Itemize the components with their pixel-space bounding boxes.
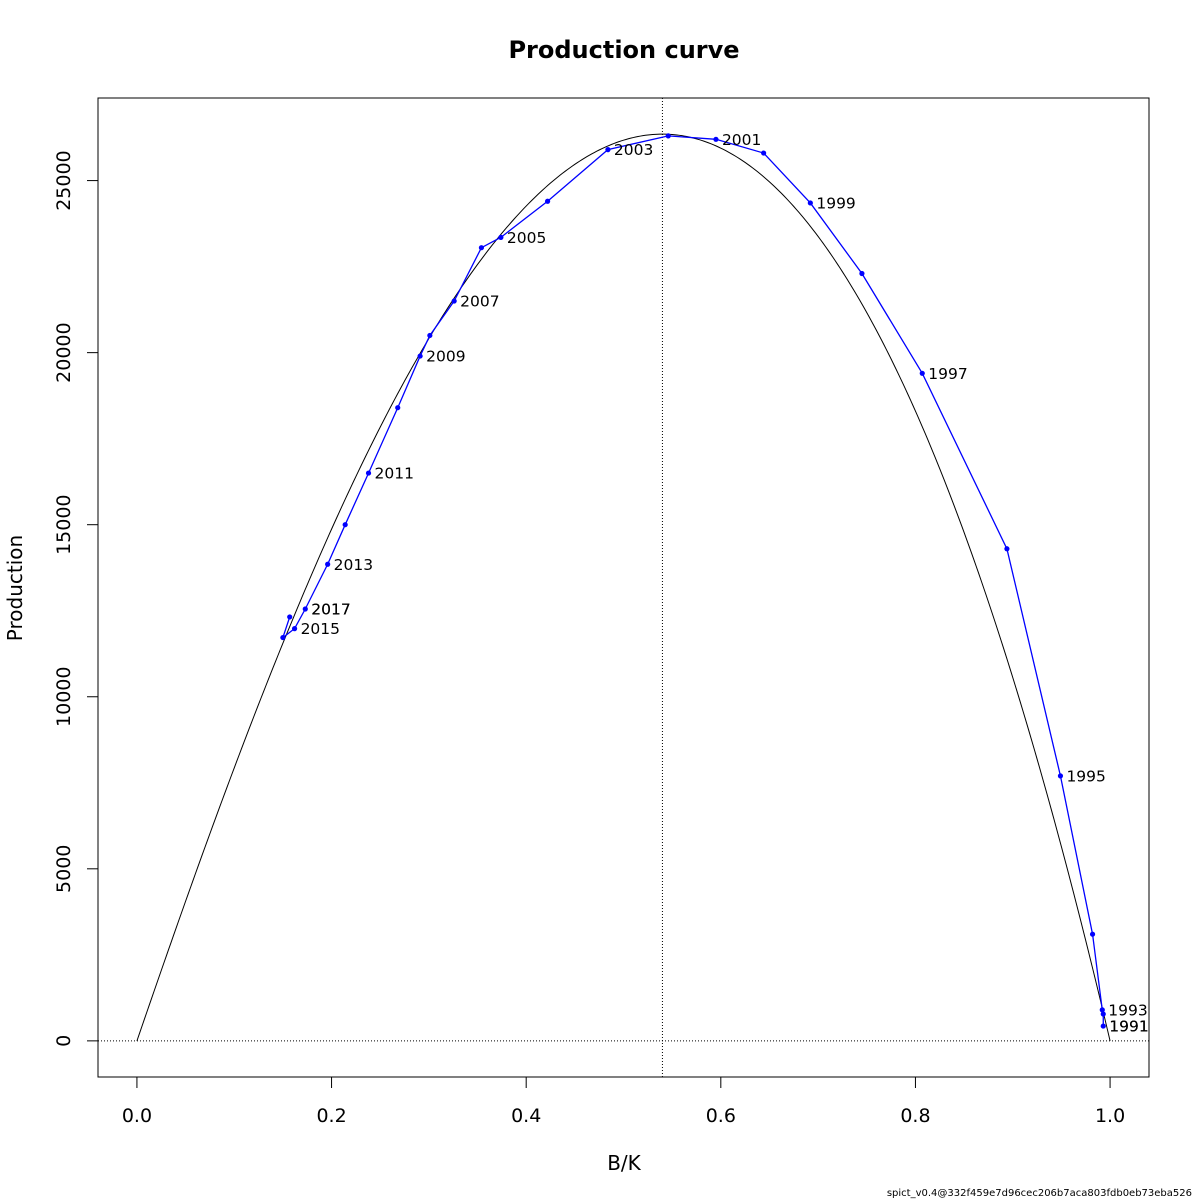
year-label: 2005 xyxy=(507,229,546,247)
year-label: 2017 xyxy=(311,601,350,619)
series-point-2011 xyxy=(365,470,372,476)
series-point-2006 xyxy=(478,245,485,251)
y-axis: 0 5000 10000 15000 20000 25000 xyxy=(53,150,99,1047)
theoretical-curve-line xyxy=(136,133,1111,1042)
x-tick-label: 0.0 xyxy=(122,1105,152,1127)
year-label: 1991 xyxy=(1109,1018,1148,1036)
year-label: 2015 xyxy=(301,620,340,638)
x-tick-label: 1.0 xyxy=(1095,1105,1125,1127)
year-label: 2003 xyxy=(614,141,653,159)
series-point-2016 xyxy=(280,634,286,641)
year-labels: 1991199119931995199719992001200320052007… xyxy=(301,131,1149,1036)
series-point-1994 xyxy=(1089,931,1096,937)
series-point-2000 xyxy=(761,150,767,156)
year-label: 2001 xyxy=(722,131,761,149)
series-point-2012 xyxy=(342,522,348,528)
series-point-1991 xyxy=(1100,1023,1106,1029)
year-label: 2007 xyxy=(460,293,499,311)
series-point-2017 xyxy=(287,614,293,620)
series-point-2009 xyxy=(417,353,423,359)
series-point-1997 xyxy=(919,370,925,376)
series-point-2002 xyxy=(665,133,671,139)
year-label: 2009 xyxy=(426,348,465,366)
series-point-2014 xyxy=(302,606,308,612)
series-point-2003 xyxy=(605,147,611,153)
series-point-2005 xyxy=(498,234,504,240)
series-point-2008 xyxy=(427,332,433,339)
series-point-1993 xyxy=(1099,1007,1105,1013)
series-point-2013 xyxy=(325,561,331,567)
year-label: 2017 xyxy=(311,601,350,619)
chart-title: Production curve xyxy=(508,36,739,64)
y-tick-label: 5000 xyxy=(53,845,75,893)
y-tick-label: 15000 xyxy=(53,494,75,554)
theoretical-production-curve xyxy=(136,133,1111,1042)
year-label: 1993 xyxy=(1108,1001,1147,1019)
series-point-2010 xyxy=(395,405,401,411)
year-label: 1995 xyxy=(1066,767,1105,785)
series-point-1995 xyxy=(1057,773,1064,779)
year-label: 2011 xyxy=(375,465,414,483)
y-tick-label: 10000 xyxy=(53,667,75,727)
series-point-2004 xyxy=(544,198,551,204)
observed-series xyxy=(280,133,1106,1029)
series-point-2001 xyxy=(713,136,719,142)
y-tick-label: 25000 xyxy=(53,150,75,210)
footer-version-text: spict_v0.4@332f459e7d96cec206b7aca803fdb… xyxy=(887,1188,1192,1199)
reference-lines xyxy=(98,98,1149,1077)
x-tick-label: 0.8 xyxy=(900,1105,930,1127)
year-label: 2013 xyxy=(334,556,373,574)
series-point-1992 xyxy=(1100,1011,1106,1017)
year-label: 1999 xyxy=(816,194,855,212)
y-tick-label: 20000 xyxy=(53,322,75,382)
year-label: 1991 xyxy=(1109,1018,1148,1036)
series-point-2007 xyxy=(451,298,457,304)
series-point-1996 xyxy=(1004,546,1010,552)
x-tick-label: 0.6 xyxy=(706,1105,736,1127)
series-point-1998 xyxy=(859,270,865,277)
year-label: 1997 xyxy=(928,365,967,383)
x-tick-label: 0.2 xyxy=(316,1105,346,1127)
x-tick-label: 0.4 xyxy=(511,1105,541,1127)
x-axis-label: B/K xyxy=(607,1151,641,1175)
y-tick-label: 0 xyxy=(53,1035,75,1047)
x-axis: 0.0 0.2 0.4 0.6 0.8 1.0 xyxy=(122,1076,1125,1127)
series-point-2015 xyxy=(291,626,298,632)
y-axis-label: Production xyxy=(3,535,27,641)
series-point-1999 xyxy=(807,200,813,206)
